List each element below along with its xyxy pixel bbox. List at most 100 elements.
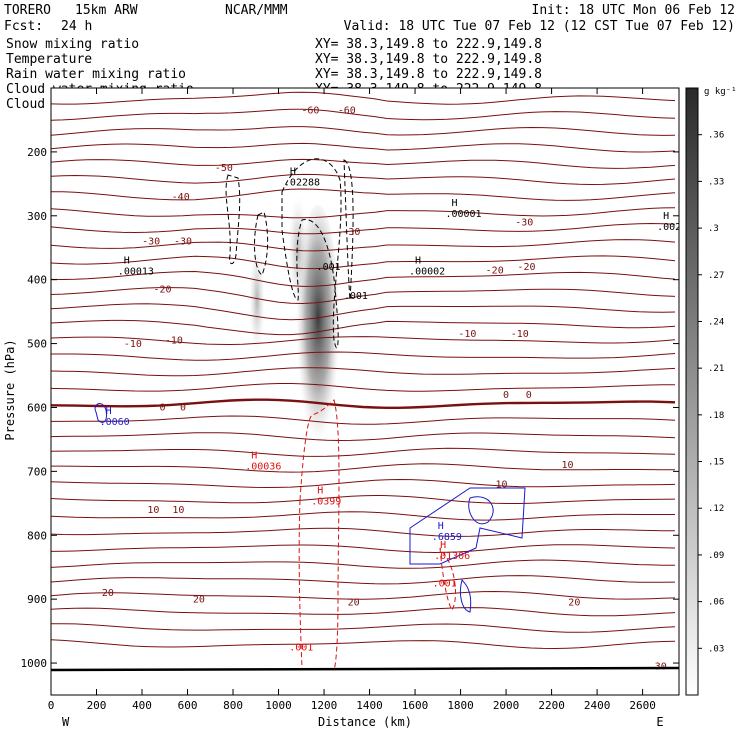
isotherm-label: -10 <box>165 336 183 347</box>
isotherm-line <box>51 527 676 537</box>
x-axis: 0 200 400 600 800 1000 1200 1400 1600 1800 2000 220… <box>48 88 656 712</box>
colorbar-tick-label: .12 <box>708 504 724 514</box>
maximum-value: .00002 <box>409 267 445 278</box>
maximum-mark: H <box>415 256 421 267</box>
maximum-marker: H.00001 <box>445 198 481 220</box>
colorbar <box>685 87 699 696</box>
isotherm-line <box>51 336 676 346</box>
x-tick-label: 2200 <box>538 699 565 712</box>
x-tick-label: 2400 <box>584 699 611 712</box>
maximum-mark: H <box>317 486 323 497</box>
isotherm-label: -10 <box>124 339 142 350</box>
isotherm-line <box>51 639 676 650</box>
isotherm-label: 10 <box>495 479 507 490</box>
x-tick-label: 0 <box>48 699 55 712</box>
isotherm-line <box>51 222 676 235</box>
x-tick-label: 200 <box>87 699 107 712</box>
isotherm-line <box>51 158 676 169</box>
maximum-mark: H <box>106 406 112 417</box>
maximum-value: .00013 <box>118 267 154 278</box>
isotherm-line <box>51 108 676 121</box>
maximum-mark: H <box>251 451 257 462</box>
cloud-ice-contour-small <box>254 211 269 276</box>
isotherm-label: -30 <box>174 237 192 248</box>
y-tick-label: 600 <box>27 401 47 414</box>
isotherm-line <box>51 607 676 617</box>
maximum-mark: H <box>663 211 669 222</box>
isotherm-line <box>51 319 676 336</box>
model-resolution: 15km ARW <box>75 3 138 18</box>
isotherm-line <box>51 511 675 521</box>
maximum-mark: H <box>124 256 130 267</box>
isotherm-line <box>51 126 676 136</box>
legend-item-xy: XY= 38.3,149.8 to 222.9,149.8 <box>315 67 542 82</box>
legend-item-label: Snow mixing ratio <box>6 37 139 52</box>
y-tick-label: 1000 <box>21 657 48 670</box>
isotherm-line <box>51 559 676 569</box>
cloud-ice-contour-east <box>343 159 354 301</box>
maximum-value: .00036 <box>245 462 281 473</box>
rain-water-contour-west <box>298 499 303 669</box>
legend-item-label: Rain water mixing ratio <box>6 67 186 82</box>
y-tick-label: 800 <box>27 529 47 542</box>
cloud-water-contour-west <box>94 403 107 423</box>
y-tick-label: 900 <box>27 593 47 606</box>
contour-label: .001 <box>289 642 313 653</box>
isotherm-line <box>51 367 676 377</box>
colorbar-tick-label: .33 <box>708 177 724 187</box>
legend-item-label: Temperature <box>6 52 92 67</box>
isotherm-line <box>51 239 676 252</box>
x-tick-label: 2000 <box>493 699 520 712</box>
x-tick-label: 400 <box>132 699 152 712</box>
contour-label: .001 <box>317 262 341 273</box>
maximum-marker: H.00013 <box>118 256 154 278</box>
isotherm-line <box>51 270 676 287</box>
org-name: NCAR/MMM <box>225 3 288 18</box>
snow-left-shade <box>249 245 265 355</box>
isotherm-line <box>51 463 675 473</box>
isotherm-label: 20 <box>568 598 580 609</box>
forecast-label: Fcst: <box>4 19 43 34</box>
isotherm-label: 20 <box>193 594 205 605</box>
isotherm-label: 10 <box>147 505 159 516</box>
isotherm-line <box>51 398 676 409</box>
contour-label: .001 <box>344 291 368 302</box>
isotherm-label: -60 <box>301 106 319 117</box>
isotherm-label: 10 <box>561 460 573 471</box>
x-tick-label: 1800 <box>447 699 474 712</box>
colorbar-tick-label: .09 <box>708 551 724 561</box>
x-tick-label: 2600 <box>629 699 656 712</box>
y-tick-label: 200 <box>27 146 47 159</box>
maximum-value: .0026 <box>657 222 687 233</box>
maximum-marker: H.01306 <box>434 540 470 562</box>
isotherm-label: -50 <box>215 163 233 174</box>
isotherm-line <box>51 575 676 585</box>
model-name: TORERO <box>4 3 51 18</box>
isotherm-label: -60 <box>338 106 356 117</box>
init-time: Init: 18 UTC Mon 06 Feb 12 <box>532 3 736 18</box>
isotherm-label: 0 <box>180 403 186 414</box>
y-tick-label: 500 <box>27 338 47 351</box>
legend-item-xy: XY= 38.3,149.8 to 222.9,149.8 <box>315 52 542 67</box>
isotherm-label: 0 <box>526 390 532 401</box>
isotherm-label: -20 <box>486 265 504 276</box>
maximum-mark: H <box>451 198 457 209</box>
maximum-marker: H.02288 <box>284 166 320 188</box>
x-tick-label: 1400 <box>356 699 383 712</box>
isotherm-label: -40 <box>172 192 190 203</box>
x-tick-label: 1200 <box>311 699 338 712</box>
colorbar-tick-label: .03 <box>708 644 724 654</box>
y-tick-label: 400 <box>27 274 47 287</box>
mixing-ratio-contours <box>94 158 526 671</box>
isotherm-label: 20 <box>348 598 360 609</box>
contour-label: .001 <box>433 578 457 589</box>
isotherm-line <box>51 173 676 186</box>
x-tick-label: 1000 <box>265 699 292 712</box>
isotherm-line <box>51 494 676 504</box>
isotherm-label: -30 <box>515 217 533 228</box>
isotherm-line <box>51 478 676 489</box>
